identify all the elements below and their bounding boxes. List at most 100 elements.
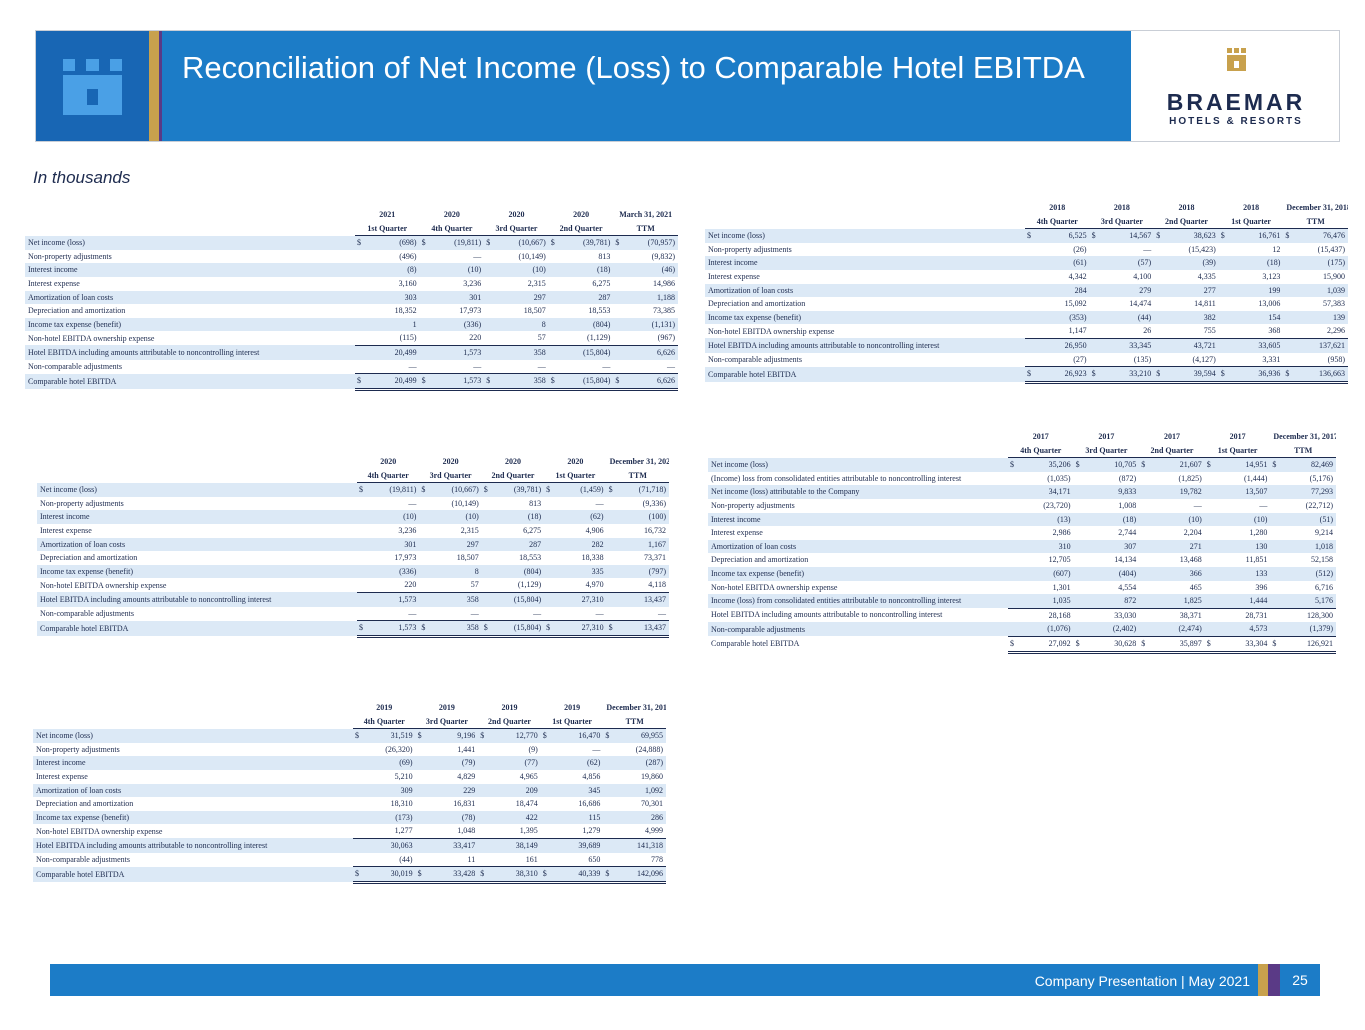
value-cell: (1,825) bbox=[1139, 472, 1205, 486]
table-row: Interest expense 3,160 3,236 2,315 6,275 14,9… bbox=[25, 277, 678, 291]
value-cell: (336) bbox=[419, 317, 485, 332]
currency-sign: $ bbox=[359, 485, 363, 495]
value: 35,897 bbox=[1179, 638, 1202, 648]
value: 335 bbox=[591, 566, 604, 576]
table-row: Net income (loss) $6,525 $14,567 $38,623 $16… bbox=[705, 228, 1348, 243]
value-cell: (62) bbox=[544, 510, 607, 524]
value: 4,335 bbox=[1197, 271, 1216, 281]
value: (797) bbox=[648, 566, 666, 576]
value: 12,770 bbox=[515, 731, 538, 741]
quarter-header: 2nd Quarter bbox=[1139, 443, 1205, 459]
value-cell: 303 bbox=[355, 290, 420, 305]
value-cell: 12,705 bbox=[1008, 553, 1074, 567]
value-cell: (1,129) bbox=[549, 331, 614, 345]
quarter-header: 4th Quarter bbox=[353, 714, 416, 730]
value-cell: 30,063 bbox=[353, 837, 416, 853]
currency-sign: $ bbox=[486, 238, 491, 248]
table-row: Interest income (10) (10) (18) (62) (100) bbox=[37, 510, 669, 524]
year-header: 2020 bbox=[567, 457, 584, 466]
value-cell: 366 bbox=[1139, 566, 1205, 581]
value-cell: 26,950 bbox=[1025, 337, 1090, 353]
value: 2,204 bbox=[1183, 528, 1202, 538]
value: (46) bbox=[661, 265, 675, 275]
value: 38,623 bbox=[1193, 231, 1216, 241]
value: (78) bbox=[461, 812, 476, 822]
value-cell: $358 bbox=[419, 620, 482, 638]
purple-stripe bbox=[1268, 964, 1280, 996]
currency-sign: $ bbox=[1272, 460, 1277, 470]
value: 220 bbox=[404, 580, 417, 590]
row-label: Non-property adjustments bbox=[28, 251, 112, 261]
value-cell: 277 bbox=[1154, 283, 1219, 298]
value: — bbox=[533, 608, 542, 618]
currency-sign: $ bbox=[550, 238, 555, 248]
header-blank bbox=[25, 208, 355, 222]
value-cell: $69,955 bbox=[603, 728, 666, 743]
value-cell: 3,331 bbox=[1219, 353, 1284, 367]
value: (44) bbox=[1137, 312, 1152, 322]
value-cell: 128,300 bbox=[1270, 607, 1336, 623]
value: 133 bbox=[1255, 568, 1268, 578]
value-cell: 57 bbox=[419, 578, 481, 592]
value: 6,626 bbox=[657, 376, 675, 386]
value-cell: (9,336) bbox=[607, 497, 669, 511]
value-cell: 297 bbox=[419, 537, 482, 552]
value: 14,951 bbox=[1245, 460, 1268, 470]
value-cell: 6,716 bbox=[1270, 581, 1336, 595]
value-cell: $39,594 bbox=[1154, 366, 1219, 384]
header-blank bbox=[708, 430, 1008, 444]
value-cell: 6,275 bbox=[482, 524, 544, 538]
value: (10) bbox=[467, 265, 482, 275]
quarter-header: 3rd Quarter bbox=[415, 714, 479, 730]
currency-sign: $ bbox=[480, 731, 485, 741]
currency-sign: $ bbox=[1075, 460, 1080, 470]
value: 358 bbox=[466, 623, 479, 633]
value-cell: (1,035) bbox=[1008, 472, 1074, 486]
value-cell: 1,441 bbox=[416, 743, 479, 757]
table-row: Non-comparable adjustments — — — — — bbox=[37, 607, 669, 621]
value: 15,092 bbox=[1064, 299, 1087, 309]
value-cell: (175) bbox=[1283, 256, 1348, 270]
quarter-header: 1st Quarter bbox=[540, 714, 604, 730]
table-row: Depreciation and amortization 15,092 14,47… bbox=[705, 297, 1348, 311]
value-cell: (404) bbox=[1073, 566, 1140, 581]
value-cell: $33,304 bbox=[1204, 635, 1271, 654]
value-cell: — bbox=[613, 360, 678, 374]
year-header: 2017 bbox=[1098, 432, 1115, 441]
quarter-header: 3rd Quarter bbox=[1089, 214, 1155, 230]
value-cell: (607) bbox=[1008, 566, 1074, 581]
year-row: 2019 2019 2019 2019 December 31, 2019 bbox=[33, 701, 666, 715]
quarter-header: TTM bbox=[603, 714, 666, 730]
quarter-header: 3rd Quarter bbox=[1073, 443, 1140, 459]
value: 26,923 bbox=[1064, 369, 1087, 379]
value: 5,176 bbox=[1315, 596, 1333, 606]
value-cell: (336) bbox=[357, 564, 420, 579]
value-cell: 13,006 bbox=[1219, 297, 1284, 311]
header-blank bbox=[705, 201, 1025, 215]
value: 1,301 bbox=[1052, 582, 1071, 592]
value: 26 bbox=[1143, 326, 1152, 336]
year-header: 2017 bbox=[1229, 432, 1246, 441]
value-cell: (5,176) bbox=[1270, 472, 1336, 486]
value: (9,832) bbox=[651, 251, 675, 261]
value-cell: (804) bbox=[481, 564, 545, 579]
row-label: Hotel EBITDA including amounts attributa… bbox=[25, 345, 355, 360]
value-cell: 1,092 bbox=[603, 783, 666, 798]
value: — bbox=[595, 498, 604, 508]
value-cell: (4,127) bbox=[1154, 353, 1219, 367]
value-cell: $9,196 bbox=[415, 728, 479, 743]
currency-sign: $ bbox=[1010, 460, 1014, 470]
table-row: Non-hotel EBITDA ownership expense 1,277 1… bbox=[33, 824, 666, 838]
value: — bbox=[1259, 500, 1268, 510]
row-label: Interest expense bbox=[36, 771, 88, 781]
value: 382 bbox=[1203, 312, 1216, 322]
value-cell: — bbox=[1205, 499, 1271, 513]
value: 13,006 bbox=[1258, 299, 1281, 309]
value: (51) bbox=[1319, 514, 1333, 524]
value: 2,296 bbox=[1327, 326, 1345, 336]
value-cell: $13,437 bbox=[606, 620, 669, 638]
table-row: Non-property adjustments (496) — (10,149) 81… bbox=[25, 250, 678, 264]
value-cell: — bbox=[541, 743, 604, 757]
table-row: Non-hotel EBITDA ownership expense 220 57 (… bbox=[37, 578, 669, 592]
value-cell: 38,149 bbox=[478, 837, 541, 853]
